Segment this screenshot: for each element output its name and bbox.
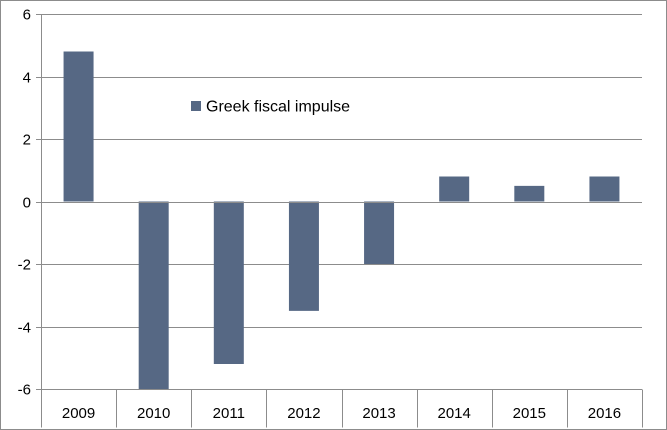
- bar-2016: [589, 176, 620, 202]
- bar-2013: [364, 201, 395, 264]
- bar-2012: [288, 201, 319, 311]
- x-tick-label: 2012: [287, 405, 320, 422]
- y-tick-label: 2: [23, 132, 31, 149]
- x-axis-tick-labels: 2009 2010 2011 2012 2013 2014 2015 2016: [41, 389, 643, 428]
- bars: [63, 51, 620, 389]
- bar-2011: [213, 201, 244, 364]
- x-tick-label: 2009: [62, 405, 95, 422]
- y-tick-label: -4: [18, 320, 31, 337]
- y-tick-label: 4: [23, 70, 31, 87]
- y-axis-tick-labels: 6 4 2 0 -2 -4 -6: [18, 7, 31, 399]
- bar-2009: [63, 51, 94, 202]
- bar-2015: [514, 185, 545, 202]
- y-tick-label: 6: [23, 7, 31, 24]
- y-tick-label: 0: [23, 195, 31, 212]
- x-tick-label: 2015: [513, 405, 546, 422]
- x-tick-label: 2011: [213, 405, 245, 422]
- x-tick-label: 2010: [137, 405, 170, 422]
- x-tick-label: 2014: [438, 405, 471, 422]
- y-tick-label: -6: [18, 382, 31, 399]
- bar-2014: [439, 176, 470, 202]
- axes: [41, 14, 642, 389]
- x-tick-label: 2016: [588, 405, 621, 422]
- legend-swatch: [191, 101, 201, 111]
- bar-2010: [138, 201, 169, 389]
- y-tick-label: -2: [18, 257, 31, 274]
- x-tick-label: 2013: [362, 405, 395, 422]
- legend-label: Greek fiscal impulse: [206, 99, 350, 116]
- legend: Greek fiscal impulse: [191, 99, 350, 116]
